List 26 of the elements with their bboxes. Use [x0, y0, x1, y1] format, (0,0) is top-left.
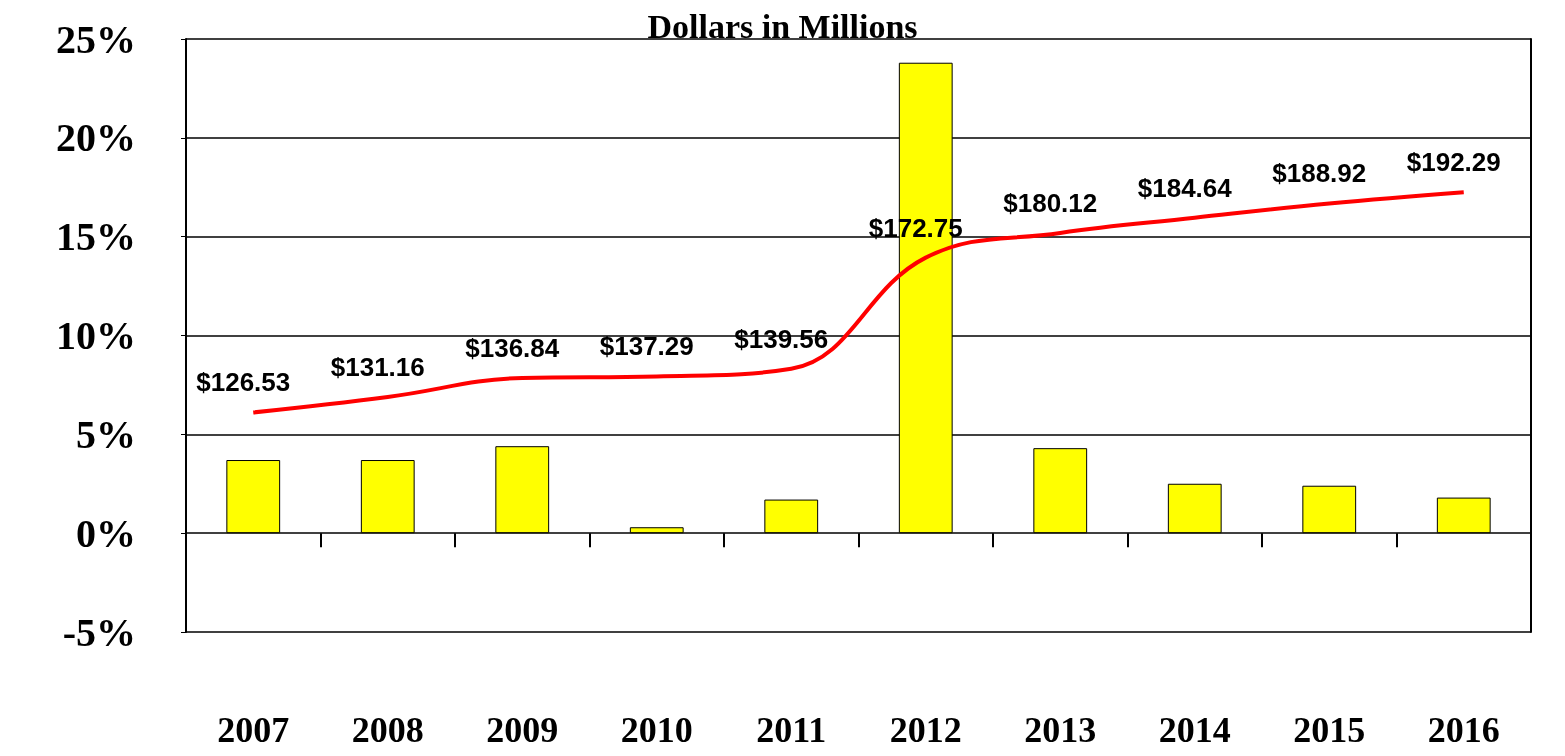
y-tick-label: 0% [76, 510, 136, 556]
chart-title: Dollars in Millions [647, 7, 918, 45]
y-tick-label: -5% [62, 609, 136, 655]
data-label: $180.12 [1003, 187, 1098, 218]
x-tick-label: 2008 [351, 710, 424, 750]
y-tick-label: 15% [56, 214, 136, 260]
data-label: $136.84 [465, 332, 560, 363]
x-tick-label: 2012 [889, 710, 962, 750]
data-label: $126.53 [196, 367, 291, 398]
data-label: $192.29 [1406, 147, 1501, 178]
y-tick-label: 5% [76, 411, 136, 457]
y-tick-label: 20% [56, 115, 136, 161]
x-tick-label: 2011 [756, 710, 827, 750]
x-tick-label: 2014 [1158, 710, 1231, 750]
x-tick-label: 2016 [1427, 710, 1500, 750]
x-tick-label: 2009 [486, 710, 559, 750]
data-label: $184.64 [1137, 172, 1233, 203]
y-tick-label: 25% [56, 16, 136, 62]
data-label: $131.16 [330, 351, 425, 382]
y-tick-label: 10% [56, 313, 136, 358]
data-label: $137.29 [599, 331, 694, 362]
x-tick-label: 2013 [1024, 710, 1097, 750]
x-tick-label: 2015 [1293, 710, 1366, 750]
data-label: $188.92 [1272, 158, 1367, 189]
x-tick-label: 2007 [217, 710, 290, 750]
x-tick-label: 2010 [620, 710, 693, 750]
